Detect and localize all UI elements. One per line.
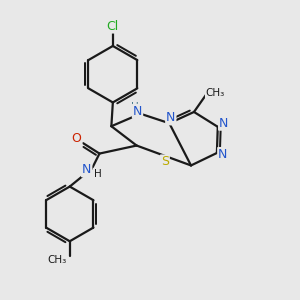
Text: O: O — [72, 132, 82, 145]
Text: N: N — [219, 117, 228, 130]
Text: H: H — [94, 169, 101, 179]
Text: S: S — [161, 155, 169, 168]
Text: CH₃: CH₃ — [206, 88, 225, 98]
Text: CH₃: CH₃ — [48, 255, 67, 265]
Text: N: N — [133, 105, 142, 118]
Text: Cl: Cl — [107, 20, 119, 33]
Text: N: N — [218, 148, 227, 161]
Text: N: N — [166, 111, 176, 124]
Text: N: N — [82, 164, 92, 176]
Text: H: H — [131, 102, 138, 112]
